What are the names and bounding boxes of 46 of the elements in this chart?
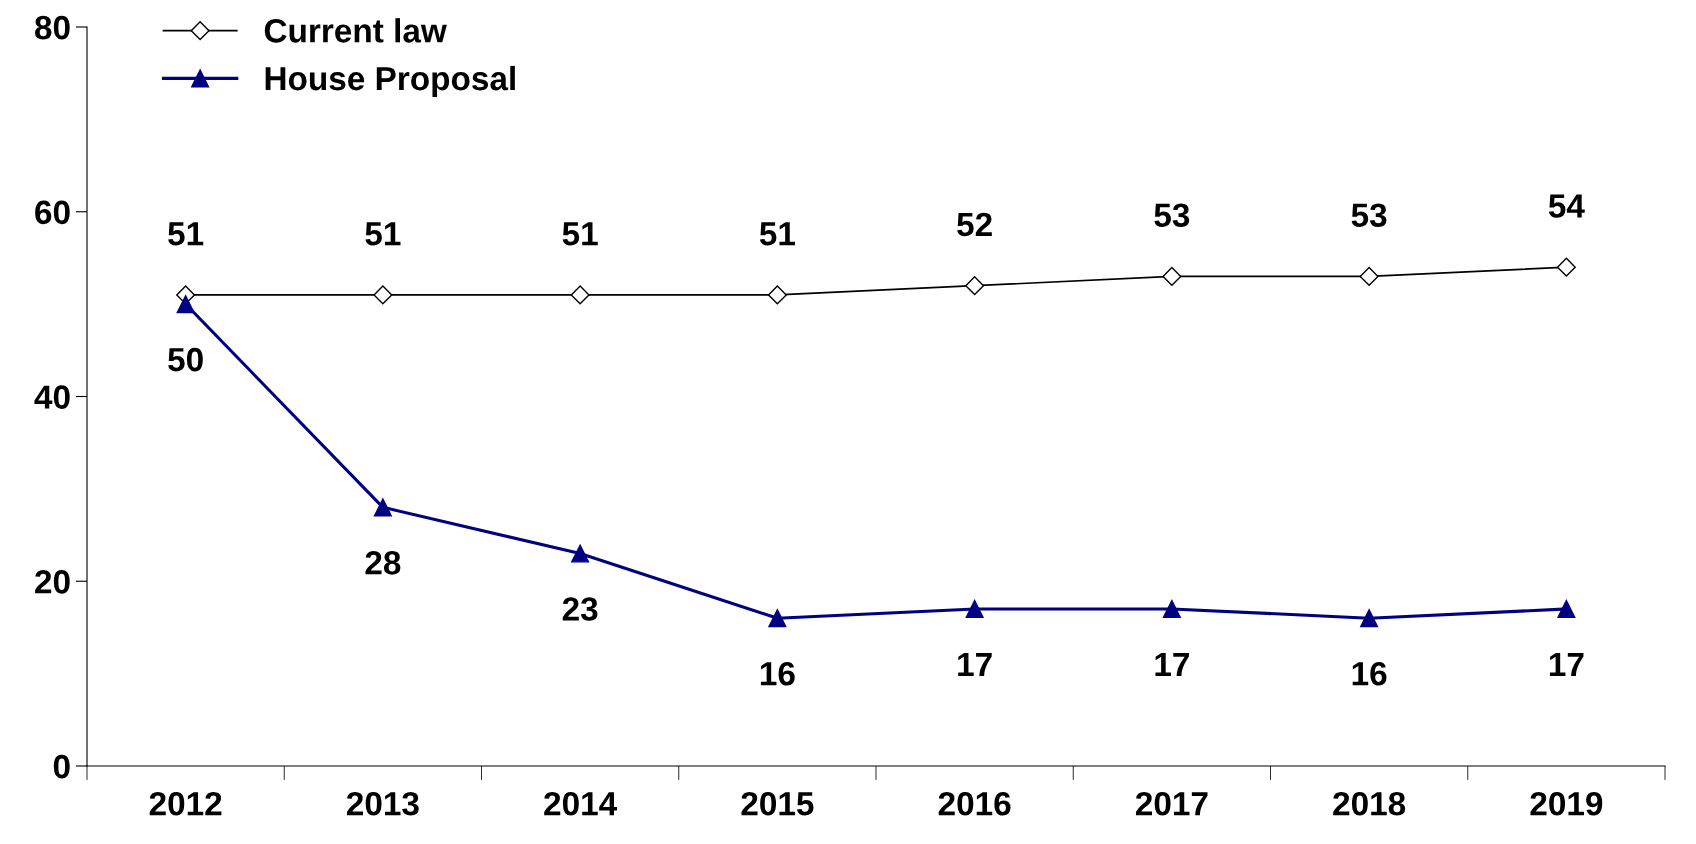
point xyxy=(1162,266,1182,286)
x-tick-label: 2017 xyxy=(1135,791,1208,816)
point xyxy=(1557,599,1576,618)
y-tick-label: 20 xyxy=(35,570,70,594)
y-tick-label: 40 xyxy=(34,385,70,409)
point xyxy=(768,609,787,628)
point xyxy=(965,276,985,296)
data-label: 53 xyxy=(1351,203,1387,228)
data-label: 52 xyxy=(957,212,992,237)
point xyxy=(570,285,590,305)
point xyxy=(176,295,195,314)
x-tick-label: 2015 xyxy=(741,791,814,816)
x-tick-label: 2019 xyxy=(1530,791,1603,816)
data-label: 17 xyxy=(1549,652,1584,676)
x-tick-label: 2016 xyxy=(938,791,1011,816)
point xyxy=(767,285,787,305)
data-label: 51 xyxy=(562,222,598,246)
point xyxy=(1556,257,1576,277)
point xyxy=(1162,599,1181,618)
point xyxy=(1360,609,1379,628)
y-tick-label: 60 xyxy=(35,200,70,225)
x-tick-label: 2014 xyxy=(544,791,618,816)
data-label: 50 xyxy=(168,347,203,372)
x-tick-label: 2012 xyxy=(149,791,222,816)
legend-label: House Proposal xyxy=(265,65,515,97)
y-tick-label: 80 xyxy=(35,15,70,40)
data-label: 23 xyxy=(562,597,598,621)
data-label: 51 xyxy=(759,222,795,246)
data-label: 17 xyxy=(958,652,992,676)
point xyxy=(571,544,590,563)
point xyxy=(373,498,392,517)
legend-label: Current law xyxy=(264,18,447,43)
data-label: 51 xyxy=(365,222,401,246)
data-label: 17 xyxy=(1155,652,1189,676)
data-label: 54 xyxy=(1548,194,1585,218)
point xyxy=(965,599,984,618)
y-tick-label: 0 xyxy=(53,754,70,779)
data-label: 53 xyxy=(1154,203,1190,228)
data-label: 51 xyxy=(168,222,204,246)
x-tick-label: 2018 xyxy=(1333,791,1406,816)
point xyxy=(1359,266,1379,286)
point xyxy=(373,285,393,305)
data-label: 16 xyxy=(1352,661,1387,686)
data-label: 16 xyxy=(760,661,795,686)
x-tick-label: 2013 xyxy=(346,791,419,816)
data-label: 28 xyxy=(365,551,401,575)
